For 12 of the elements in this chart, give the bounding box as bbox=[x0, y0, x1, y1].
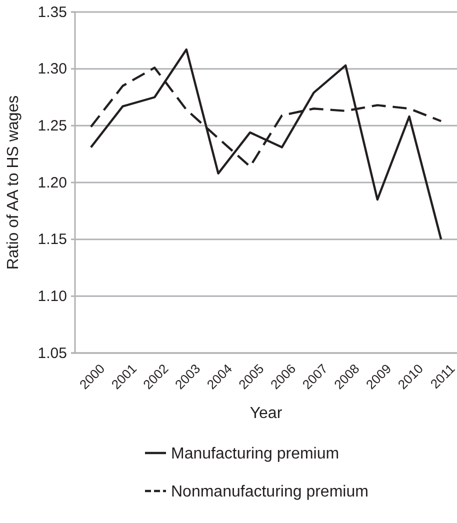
y-tick-label: 1.10 bbox=[38, 288, 67, 305]
y-tick-label: 1.20 bbox=[38, 174, 67, 192]
line-series bbox=[90, 48, 442, 240]
legend-label: Nonmanufacturing premium bbox=[171, 484, 368, 501]
y-tick-label: 1.30 bbox=[38, 60, 67, 78]
legend-label: Manufacturing premium bbox=[171, 446, 340, 463]
x-axis-title: Year bbox=[250, 405, 283, 422]
y-tick-label: 1.35 bbox=[38, 4, 67, 21]
y-axis-title: Ratio of AA to HS wages bbox=[5, 95, 22, 270]
y-tick-label: 1.25 bbox=[38, 117, 67, 134]
y-tick-label: 1.05 bbox=[38, 344, 67, 362]
y-tick-label: 1.15 bbox=[38, 231, 67, 248]
